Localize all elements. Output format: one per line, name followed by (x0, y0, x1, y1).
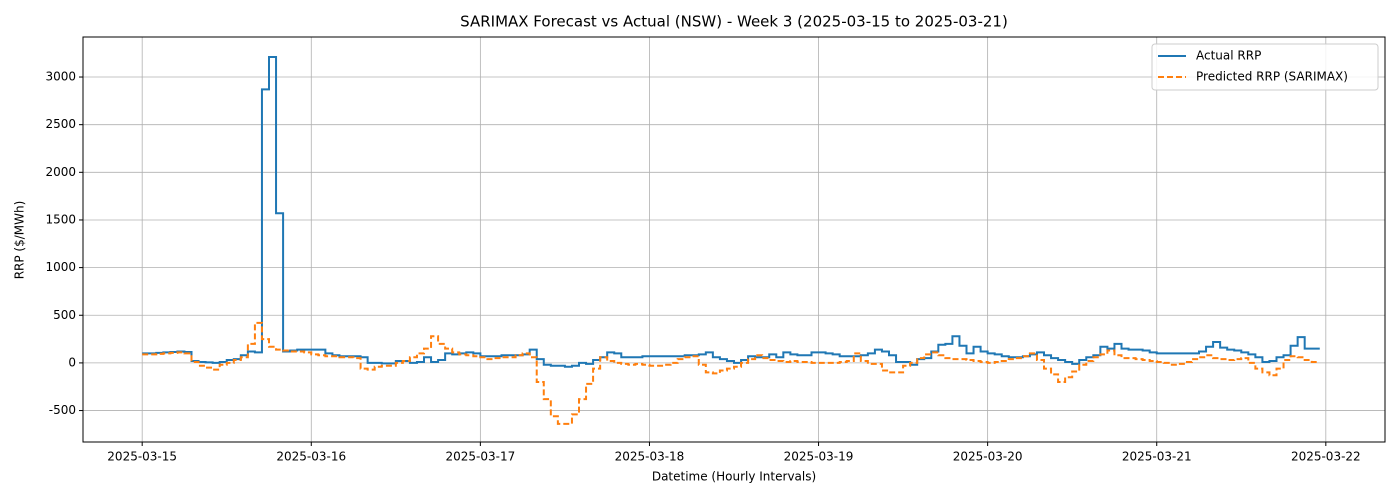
x-tick-label: 2025-03-17 (445, 450, 515, 464)
legend-box (1151, 43, 1379, 91)
y-axis-label: RRP ($/MWh) (13, 201, 27, 280)
y-tick-label: 3000 (45, 70, 76, 84)
legend-label: Predicted RRP (SARIMAX) (1196, 70, 1348, 84)
y-tick-label: 500 (53, 308, 76, 322)
x-axis-label: Datetime (Hourly Intervals) (652, 470, 816, 484)
chart-title: SARIMAX Forecast vs Actual (NSW) - Week … (460, 13, 1008, 31)
plot-frame (82, 36, 1386, 443)
legend-label: Actual RRP (1196, 49, 1261, 63)
x-tick-label: 2025-03-21 (1122, 450, 1192, 464)
x-tick-label: 2025-03-18 (615, 450, 685, 464)
x-tick-label: 2025-03-15 (107, 450, 177, 464)
x-tick-label: 2025-03-19 (784, 450, 854, 464)
y-tick-label: 2500 (45, 117, 76, 131)
series-line (142, 321, 1320, 425)
y-tick-label: -500 (49, 403, 76, 417)
x-tick-label: 2025-03-22 (1291, 450, 1361, 464)
y-tick-label: 1000 (45, 260, 76, 274)
x-tick-label: 2025-03-20 (953, 450, 1023, 464)
x-tick-label: 2025-03-16 (276, 450, 346, 464)
y-tick-label: 0 (68, 355, 76, 369)
y-tick-label: 2000 (45, 165, 76, 179)
y-tick-label: 1500 (45, 212, 76, 226)
